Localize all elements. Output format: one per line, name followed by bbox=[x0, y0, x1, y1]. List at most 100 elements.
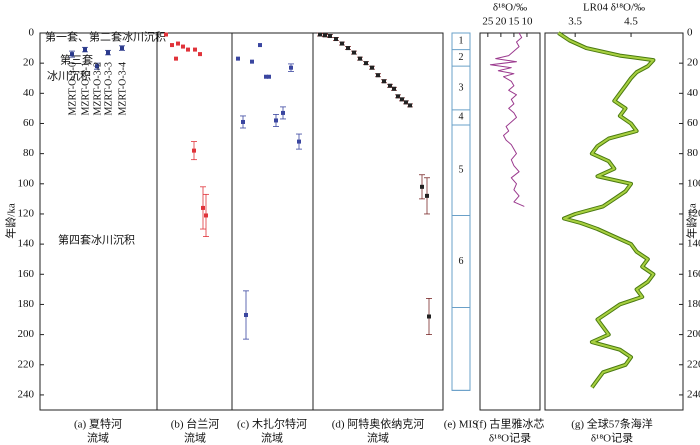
y-axis-label-right: 年龄/ka bbox=[685, 203, 699, 239]
data-point bbox=[258, 43, 262, 48]
mis-stage: 4 bbox=[459, 112, 464, 123]
panel-label: δ¹⁸O记录 bbox=[489, 432, 531, 445]
y-tick-label: 140 bbox=[18, 238, 35, 250]
x-tick-label: 4.5 bbox=[624, 16, 638, 28]
y-tick-label-right: 160 bbox=[687, 268, 700, 280]
data-point bbox=[420, 184, 424, 189]
sample-name: MZRT-O-3-4 bbox=[117, 62, 128, 115]
data-point bbox=[241, 119, 245, 124]
y-tick-label: 160 bbox=[18, 268, 35, 280]
data-point bbox=[120, 46, 124, 51]
annotation: 第四套冰川沉积 bbox=[58, 233, 135, 247]
x-tick-label: 20 bbox=[495, 16, 507, 28]
data-point bbox=[346, 46, 350, 51]
y-tick-label-right: 140 bbox=[687, 238, 700, 250]
y-tick-label-right: 20 bbox=[687, 57, 699, 69]
mis-stage: 1 bbox=[459, 36, 464, 47]
data-point bbox=[318, 32, 322, 37]
data-point bbox=[244, 312, 248, 317]
data-point bbox=[404, 100, 408, 105]
y-tick-label: 80 bbox=[23, 147, 35, 159]
x-tick-label: 25 bbox=[482, 16, 494, 28]
data-point bbox=[358, 56, 362, 61]
y-tick-label-right: 40 bbox=[687, 87, 699, 99]
data-point bbox=[370, 65, 374, 70]
data-point bbox=[382, 79, 386, 84]
data-point bbox=[388, 83, 392, 88]
data-point bbox=[201, 205, 205, 210]
panel-label: (d) 阿特奥依纳克河 bbox=[332, 417, 425, 431]
y-tick-label-right: 200 bbox=[687, 328, 700, 340]
data-point bbox=[281, 110, 285, 115]
curve bbox=[489, 32, 525, 207]
annotation: 第三套 bbox=[60, 53, 93, 67]
data-point bbox=[396, 94, 400, 99]
mis-stage: 2 bbox=[459, 52, 464, 63]
sample-name: MZRT-O-3-1 bbox=[80, 62, 91, 115]
data-point bbox=[328, 34, 332, 39]
data-point bbox=[425, 193, 429, 198]
data-point bbox=[334, 37, 338, 42]
y-tick-label: 20 bbox=[23, 57, 35, 69]
mis-stage: 6 bbox=[459, 256, 464, 267]
panel-label: 流域 bbox=[184, 431, 206, 445]
sample-name: MZRT-O-3-2 bbox=[92, 62, 103, 115]
y-tick-label: 240 bbox=[18, 388, 35, 400]
y-tick-label: 180 bbox=[18, 298, 35, 310]
data-point bbox=[400, 97, 404, 102]
data-point bbox=[323, 33, 327, 38]
x-axis-label: δ¹⁸O/‰ bbox=[493, 2, 527, 14]
data-point bbox=[204, 213, 208, 218]
data-point bbox=[198, 52, 202, 57]
y-tick-label-right: 0 bbox=[687, 27, 693, 39]
annotation: 冰川沉积 bbox=[47, 70, 91, 83]
panel-label: δ¹⁸O记录 bbox=[591, 432, 633, 445]
panel-label: 流域 bbox=[87, 431, 109, 445]
data-point bbox=[408, 103, 412, 108]
panel-label: 流域 bbox=[261, 431, 283, 445]
x-tick-label: 3.5 bbox=[568, 16, 582, 28]
y-tick-label: 120 bbox=[18, 207, 35, 219]
y-tick-label: 100 bbox=[18, 177, 35, 189]
data-point bbox=[181, 44, 185, 49]
data-point bbox=[164, 32, 168, 37]
x-tick-label: 10 bbox=[521, 16, 533, 28]
data-point bbox=[352, 50, 356, 55]
curve bbox=[557, 32, 655, 388]
panel-label: (g) 全球57条海洋 bbox=[571, 417, 653, 431]
data-point bbox=[106, 50, 110, 55]
data-point bbox=[274, 118, 278, 123]
y-tick-label: 220 bbox=[18, 358, 35, 370]
panel-label: (c) 木扎尔特河 bbox=[237, 417, 307, 431]
data-point bbox=[392, 86, 396, 91]
sample-name: MZRT-O-3-3 bbox=[103, 62, 114, 115]
data-point bbox=[250, 59, 254, 64]
data-point bbox=[267, 74, 271, 79]
curve-edge bbox=[557, 31, 656, 389]
y-tick-label: 0 bbox=[29, 27, 35, 39]
y-tick-label-right: 120 bbox=[687, 207, 700, 219]
panel-frame bbox=[39, 32, 444, 411]
data-point bbox=[427, 314, 431, 319]
annotation: 第一套、第二套冰川沉积 bbox=[45, 30, 166, 44]
sample-name: MZRT-O-3-0 bbox=[67, 62, 78, 115]
data-point bbox=[70, 52, 74, 57]
y-tick-label: 200 bbox=[18, 328, 35, 340]
data-point bbox=[174, 56, 178, 61]
data-point bbox=[376, 73, 380, 78]
y-tick-label-right: 220 bbox=[687, 358, 700, 370]
data-point bbox=[170, 43, 174, 48]
data-point bbox=[193, 47, 197, 52]
mis-stage: 3 bbox=[459, 82, 464, 93]
panel-frame bbox=[479, 32, 541, 411]
data-point bbox=[264, 74, 268, 79]
data-point bbox=[192, 148, 196, 153]
panel-label: 流域 bbox=[367, 431, 389, 445]
y-tick-label-right: 180 bbox=[687, 298, 700, 310]
x-axis-label: LR04 δ¹⁸O/‰ bbox=[583, 2, 645, 14]
panel-label: (b) 台兰河 bbox=[171, 417, 220, 431]
data-point bbox=[95, 64, 99, 69]
y-tick-label-right: 240 bbox=[687, 388, 700, 400]
